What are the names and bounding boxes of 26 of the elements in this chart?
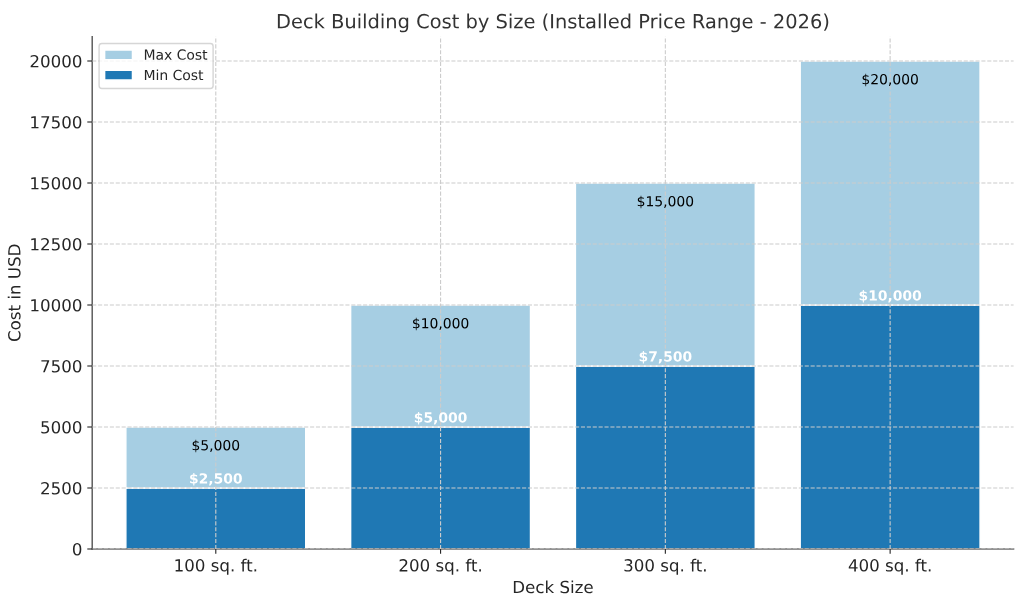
y-tick-label: 17500 (31, 115, 82, 129)
data-label: $2,500 (190, 472, 242, 486)
y-tick-label: 0 (72, 542, 82, 556)
y-tick-label: 20000 (30, 54, 82, 68)
y-tick-label: 12500 (31, 237, 82, 251)
y-tick-label: 5000 (41, 420, 82, 434)
legend-label: Max Cost (144, 49, 208, 60)
legend-label: Min Cost (144, 69, 204, 81)
x-tick-label: 200 sq. ft. (399, 558, 481, 575)
data-label: $5,000 (414, 411, 467, 425)
total-label: $15,000 (637, 195, 694, 209)
data-label: $7,500 (639, 350, 692, 364)
y-tick-label: 10000 (31, 298, 82, 312)
total-label: $10,000 (413, 317, 469, 331)
y-axis-title: Cost in USD (7, 244, 21, 342)
y-tick-label: 15000 (31, 176, 82, 190)
data-label: $10,000 (859, 289, 922, 303)
x-axis-title: Deck Size (513, 580, 593, 594)
x-tick-label: 100 sq. ft. (175, 558, 257, 575)
total-label: $5,000 (192, 439, 240, 453)
total-label: $20,000 (862, 73, 918, 87)
x-tick-label: 400 sq. ft. (848, 558, 931, 575)
y-tick-label: 7500 (41, 359, 82, 373)
chart-title: Deck Building Cost by Size (Installed Price Range - 2026) (277, 13, 829, 33)
x-tick-label: 300 sq. ft. (624, 558, 706, 575)
y-tick-label: 2500 (41, 481, 82, 495)
